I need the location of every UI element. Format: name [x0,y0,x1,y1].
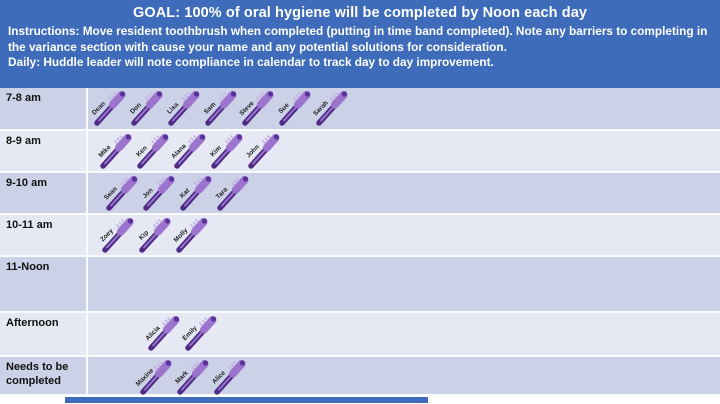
toothbrush-maxine[interactable]: Maxine [135,359,173,397]
time-band-row: 11-Noon [0,257,720,313]
schedule-table: 7-8 am Dean Don [0,88,720,396]
time-band-label: 11-Noon [0,257,88,311]
toothbrush-alana[interactable]: Alana [170,133,207,171]
toothbrush-icon [242,91,274,126]
time-band-label: Afternoon [0,313,88,355]
toothbrush-sean[interactable]: Sean [102,175,139,213]
time-band-row: 9-10 am Sean Jon [0,173,720,215]
time-band-content: Sean Jon Kat [88,173,720,213]
toothbrush-kat[interactable]: Kat [176,175,213,213]
time-band-label: 10-11 am [0,215,88,255]
goal-text: GOAL: 100% of oral hygiene will be compl… [132,5,588,21]
toothbrush-jon[interactable]: Jon [139,175,176,213]
toothbrush-icon [316,91,348,126]
toothbrush-icon [176,218,208,253]
instructions-text: Instructions: Move resident toothbrush w… [8,24,708,54]
time-band-content: Mike Ken Alana [88,131,720,171]
toothbrush-icon [94,91,126,126]
toothbrush-icon [137,134,169,169]
toothbrush-alice[interactable]: Alice [210,359,247,397]
toothbrush-tara[interactable]: Tara [213,175,250,213]
time-band-content: Maxine Mark Alice [88,357,720,397]
time-band-label: 8-9 am [0,131,88,171]
toothbrush-emily[interactable]: Emily [181,315,218,353]
bottom-strip [0,396,720,404]
time-band-label: 9-10 am [0,173,88,213]
toothbrush-icon [100,134,132,169]
toothbrush-icon [248,134,280,169]
toothbrush-icon [279,91,311,126]
toothbrush-kim[interactable]: Kim [207,133,244,171]
toothbrush-mark[interactable]: Mark [173,359,210,397]
time-band-content [88,257,720,311]
toothbrush-lisa[interactable]: Lisa [164,90,201,128]
toothbrush-icon [168,91,200,126]
bottom-accent-bar [65,397,428,403]
toothbrush-alicia[interactable]: Alicia [144,315,181,353]
time-band-content: Dean Don Lisa [88,88,720,129]
time-band-label: Needs to be completed [0,357,88,394]
toothbrush-steve[interactable]: Steve [238,90,275,128]
toothbrush-don[interactable]: Don [127,90,164,128]
time-band-row: 7-8 am Dean Don [0,88,720,131]
toothbrush-icon [177,360,209,395]
toothbrush-sam[interactable]: Sam [201,90,238,128]
toothbrush-sue[interactable]: Sue [275,90,312,128]
toothbrush-icon [106,176,138,211]
toothbrush-icon [214,360,246,395]
toothbrush-molly[interactable]: Molly [172,217,209,255]
toothbrush-mike[interactable]: Mike [96,133,133,171]
toothbrush-zoey[interactable]: Zoey [98,217,135,255]
toothbrush-icon [131,91,163,126]
time-band-row: 10-11 am Zoey Kip [0,215,720,257]
toothbrush-icon [148,316,180,351]
toothbrush-ken[interactable]: Ken [133,133,170,171]
toothbrush-icon [217,176,249,211]
time-band-row: Needs to be completed Maxine Mark [0,357,720,396]
time-band-content: Alicia Emily [88,313,720,355]
toothbrush-icon [180,176,212,211]
toothbrush-sarah[interactable]: Sarah [312,90,349,128]
time-band-row: Afternoon Alicia Emily [0,313,720,357]
time-band-row: 8-9 am Mike Ken [0,131,720,173]
toothbrush-icon [211,134,243,169]
toothbrush-icon [102,218,134,253]
toothbrush-icon [139,218,171,253]
toothbrush-icon [185,316,217,351]
toothbrush-dean[interactable]: Dean [90,90,127,128]
toothbrush-icon [143,176,175,211]
board-header: GOAL: 100% of oral hygiene will be compl… [0,0,720,88]
time-band-content: Zoey Kip Molly [88,215,720,255]
toothbrush-icon [174,134,206,169]
time-band-label: 7-8 am [0,88,88,129]
daily-note-text: Daily: Huddle leader will note complianc… [8,55,494,70]
toothbrush-icon [205,91,237,126]
toothbrush-john[interactable]: John [244,133,281,171]
toothbrush-kip[interactable]: Kip [135,217,172,255]
toothbrush-icon [140,360,172,395]
